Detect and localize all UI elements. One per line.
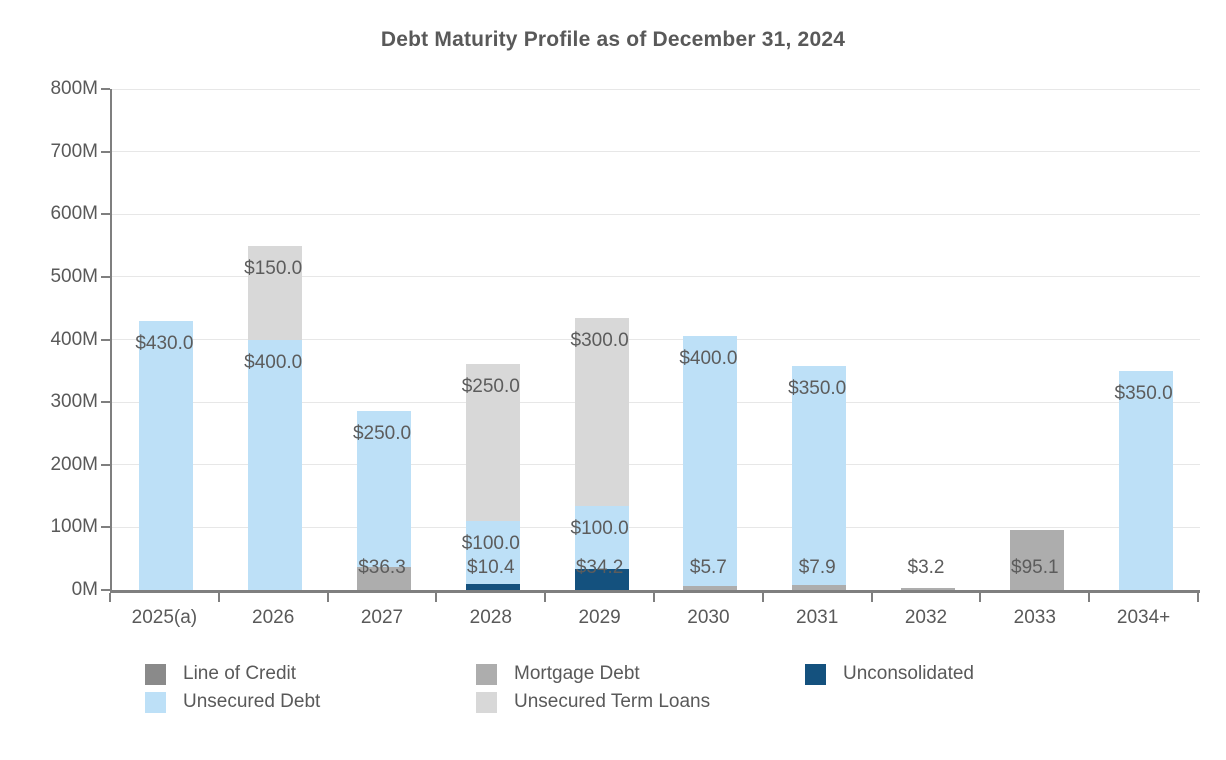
x-axis-label-2033: 2033 bbox=[1013, 607, 1056, 628]
y-axis-tick-600M bbox=[101, 213, 110, 216]
line-of-credit-swatch-icon bbox=[145, 663, 166, 685]
x-axis-label-2029: 2029 bbox=[578, 607, 621, 628]
bar-segment-2028-unsecured-term-loans[interactable] bbox=[465, 364, 520, 521]
x-axis-label-2026: 2026 bbox=[252, 607, 295, 628]
y-axis-label-700M: 700M bbox=[50, 140, 98, 162]
unconsolidated-swatch-icon bbox=[805, 663, 826, 685]
y-axis-label-100M: 100M bbox=[50, 516, 98, 538]
x-axis-tick-7 bbox=[870, 593, 873, 602]
x-axis-label-2030: 2030 bbox=[687, 607, 730, 628]
legend-label-unsecured-term-loans: Unsecured Term Loans bbox=[514, 691, 711, 712]
legend-item-unsecured-term-loans[interactable]: Unsecured Term Loans bbox=[476, 688, 710, 716]
x-axis-tick-4 bbox=[544, 593, 547, 602]
x-axis-tick-2 bbox=[326, 593, 329, 602]
bar-segment-2029-unsecured-term-loans[interactable] bbox=[574, 318, 629, 506]
legend-label-line-of-credit: Line of Credit bbox=[183, 663, 297, 684]
plot-area bbox=[110, 88, 1200, 593]
x-axis-label-2028: 2028 bbox=[469, 607, 512, 628]
bar-segment-2026-unsecured-term-loans[interactable] bbox=[248, 245, 303, 340]
y-axis-label-800M: 800M bbox=[50, 78, 98, 99]
y-axis-tick-200M bbox=[101, 463, 110, 466]
bar-segment-2027-mortgage-debt[interactable] bbox=[357, 567, 411, 590]
x-axis-tick-1 bbox=[217, 593, 220, 602]
legend-item-unsecured-debt[interactable]: Unsecured Debt bbox=[145, 688, 320, 716]
mortgage-debt-swatch-icon bbox=[476, 663, 497, 685]
gridline-700 bbox=[112, 151, 1200, 153]
y-axis-tick-100M bbox=[101, 526, 110, 529]
gridline-300 bbox=[112, 401, 1200, 403]
y-axis-tick-700M bbox=[101, 150, 110, 153]
unsecured-term-loans-swatch-icon bbox=[476, 691, 497, 713]
x-axis-label-2027: 2027 bbox=[360, 607, 404, 628]
bar-segment-2025(a)-unsecured-debt[interactable] bbox=[139, 320, 194, 590]
chart-title: Debt Maturity Profile as of December 31,… bbox=[380, 28, 846, 51]
gridline-800 bbox=[112, 88, 1200, 90]
x-axis-tick-10 bbox=[1197, 593, 1199, 602]
gridline-600 bbox=[112, 213, 1200, 215]
x-axis-tick-8 bbox=[979, 593, 982, 602]
legend-column-2: Mortgage Debt Unsecured Term Loans bbox=[476, 660, 710, 716]
x-axis-label-2025(a): 2025(a) bbox=[131, 607, 198, 628]
y-axis-label-500M: 500M bbox=[50, 265, 98, 287]
x-axis-label-2034+: 2034+ bbox=[1116, 607, 1171, 628]
legend-item-mortgage-debt[interactable]: Mortgage Debt bbox=[476, 660, 710, 688]
chart-legend: Line of Credit Unsecured Debt Mortgage Deb… bbox=[0, 660, 1226, 730]
bar-segment-2028-unconsolidated[interactable] bbox=[465, 583, 520, 590]
x-axis-tick-6 bbox=[761, 593, 764, 602]
legend-label-mortgage-debt: Mortgage Debt bbox=[514, 663, 640, 684]
x-axis-tick-9 bbox=[1088, 593, 1091, 602]
x-axis-tick-3 bbox=[435, 593, 438, 602]
bar-segment-2030-unsecured-debt[interactable] bbox=[683, 335, 738, 587]
y-axis-tick-800M bbox=[101, 88, 110, 90]
y-axis-label-300M: 300M bbox=[50, 391, 98, 413]
bar-segment-2029-unconsolidated[interactable] bbox=[574, 568, 629, 590]
y-axis-tick-400M bbox=[101, 338, 110, 341]
gridline-500 bbox=[112, 276, 1200, 278]
y-axis-label-0M: 0M bbox=[71, 579, 98, 600]
bar-segment-2026-unsecured-debt[interactable] bbox=[248, 339, 303, 590]
gridline-100 bbox=[112, 526, 1200, 528]
legend-item-unconsolidated[interactable]: Unconsolidated bbox=[805, 660, 974, 688]
bar-segment-2028-unsecured-debt[interactable] bbox=[465, 520, 520, 584]
bar-segment-2034+-unsecured-debt[interactable] bbox=[1118, 370, 1173, 590]
y-axis-tick-500M bbox=[101, 275, 110, 278]
y-axis-label-600M: 600M bbox=[50, 203, 98, 225]
y-axis-tick-0M bbox=[101, 589, 110, 591]
y-axis-label-200M: 200M bbox=[50, 453, 98, 475]
x-axis-label-2032: 2032 bbox=[904, 607, 948, 628]
x-axis-tick-0 bbox=[109, 593, 111, 602]
bar-segment-2030-mortgage-debt[interactable] bbox=[683, 586, 738, 590]
x-axis-label-2031: 2031 bbox=[796, 607, 839, 628]
x-axis-tick-5 bbox=[653, 593, 655, 602]
bar-segment-2031-mortgage-debt[interactable] bbox=[792, 585, 847, 590]
y-axis-label-400M: 400M bbox=[50, 328, 98, 350]
y-axis-tick-300M bbox=[101, 401, 110, 404]
unsecured-debt-swatch-icon bbox=[145, 691, 166, 713]
bar-segment-2027-unsecured-debt[interactable] bbox=[357, 410, 411, 568]
bar-segment-2032-mortgage-debt[interactable] bbox=[901, 588, 955, 590]
gridline-400 bbox=[112, 339, 1200, 340]
legend-column-1: Line of Credit Unsecured Debt bbox=[145, 660, 320, 716]
gridline-200 bbox=[112, 464, 1200, 466]
bar-segment-2029-unsecured-debt[interactable] bbox=[574, 505, 629, 569]
bar-segment-2033-mortgage-debt[interactable] bbox=[1009, 530, 1064, 590]
legend-column-3: Unconsolidated bbox=[805, 660, 974, 688]
legend-label-unsecured-debt: Unsecured Debt bbox=[183, 691, 321, 712]
legend-item-line-of-credit[interactable]: Line of Credit bbox=[145, 660, 320, 688]
bar-segment-2031-unsecured-debt[interactable] bbox=[792, 365, 847, 586]
legend-label-unconsolidated: Unconsolidated bbox=[843, 663, 974, 684]
